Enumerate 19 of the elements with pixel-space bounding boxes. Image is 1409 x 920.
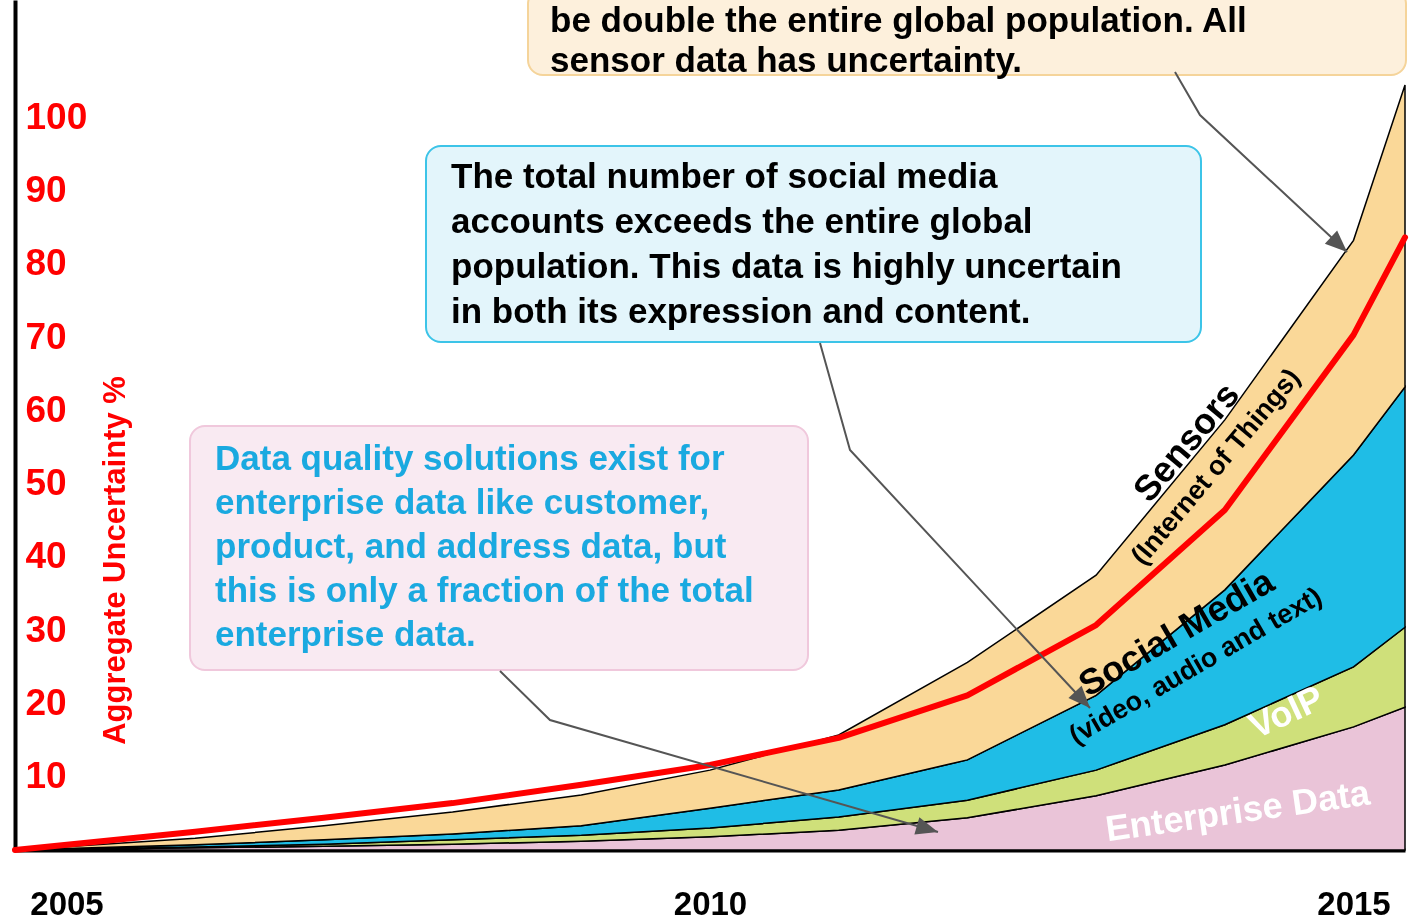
y-tick-label: 50	[25, 462, 67, 504]
y-tick-label: 20	[25, 681, 67, 723]
y-tick-label: 60	[25, 388, 67, 430]
y-axis-title: Aggregate Uncertainty %	[96, 376, 132, 745]
annotation: Data quality solutions exist for enterprise data like customer, product, and address data, but this is only a fraction of the total enterprise data.	[215, 437, 755, 655]
y-tick-label: 30	[25, 608, 67, 650]
y-tick-label: 10	[25, 755, 67, 797]
y-tick-label: 80	[25, 242, 67, 284]
annotation: be double the entire global population. All sensor data has uncertainty.	[550, 0, 1248, 80]
y-tick-label: 40	[25, 535, 67, 577]
x-tick-label: 2015	[1317, 884, 1391, 920]
x-tick-label: 2010	[673, 884, 748, 920]
y-tick-label: 100	[25, 95, 88, 137]
y-tick-label: 70	[25, 315, 67, 357]
series-label: VoIP	[1242, 676, 1330, 747]
series-label: Enterprise Data	[1102, 771, 1374, 850]
y-tick-label: 90	[25, 169, 67, 211]
x-tick-label: 2005	[30, 884, 104, 920]
annotation: The total number of social media accounts exceeds the entire global population. This data is highly uncertain in both its expression and content.	[451, 155, 1123, 332]
